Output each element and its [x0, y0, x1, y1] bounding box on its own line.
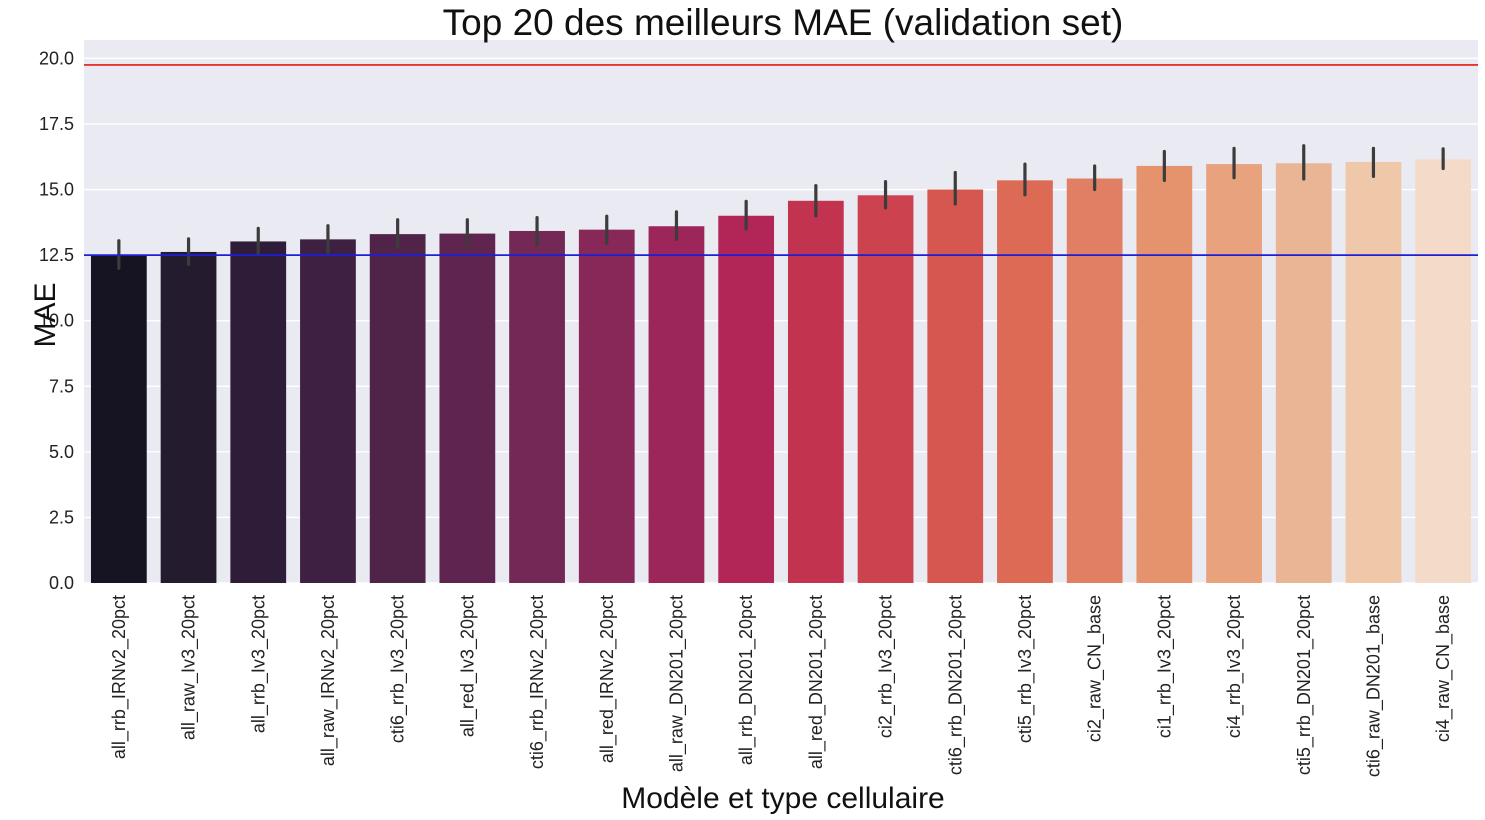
- x-tick-label: cti5_rrb_Iv3_20pct: [1015, 595, 1036, 743]
- y-tick-label: 5.0: [49, 442, 74, 462]
- bar: [578, 229, 635, 583]
- x-tick-label: all_rrb_IRNv2_20pct: [109, 595, 130, 759]
- y-tick-label: 20.0: [39, 48, 74, 68]
- bar: [927, 189, 984, 584]
- x-axis-label: Modèle et type cellulaire: [621, 782, 945, 815]
- bar: [90, 254, 147, 583]
- x-tick-label: ci4_rrb_Iv3_20pct: [1224, 595, 1245, 738]
- bar: [160, 251, 217, 584]
- bar: [648, 226, 705, 583]
- bars: [90, 159, 1472, 584]
- x-axis-ticks: all_rrb_IRNv2_20pct all_raw_Iv3_20pct all_…: [109, 595, 1454, 777]
- x-tick-label: ci1_rrb_Iv3_20pct: [1154, 595, 1175, 738]
- chart-title: Top 20 des meilleurs MAE (validation set…: [443, 2, 1124, 43]
- y-tick-label: 17.5: [39, 114, 74, 134]
- y-axis-label: MAE: [29, 282, 62, 347]
- x-tick-label: cti6_rrb_IRNv2_20pct: [527, 595, 548, 769]
- bar: [230, 241, 287, 583]
- x-tick-label: all_rrb_Iv3_20pct: [248, 595, 269, 733]
- y-tick-label: 12.5: [39, 245, 74, 265]
- reference-lines: [84, 64, 1478, 257]
- y-tick-label: 7.5: [49, 376, 74, 396]
- x-tick-label: cti5_rrb_DN201_20pct: [1294, 595, 1315, 775]
- bar: [1206, 164, 1262, 583]
- x-tick-label: all_red_DN201_20pct: [806, 595, 827, 769]
- x-tick-label: all_red_Iv3_20pct: [457, 595, 478, 737]
- bar: [718, 215, 775, 584]
- x-tick-label: ci2_raw_CN_base: [1085, 595, 1106, 742]
- x-tick-label: all_red_IRNv2_20pct: [597, 595, 618, 763]
- bar: [1066, 178, 1123, 584]
- bar: [369, 234, 426, 583]
- bar: [1275, 163, 1332, 583]
- bar: [509, 230, 565, 583]
- x-tick-label: ci4_raw_CN_base: [1433, 595, 1454, 742]
- y-tick-label: 0.0: [49, 573, 74, 593]
- y-tick-label: 2.5: [49, 507, 74, 527]
- bar: [1345, 161, 1402, 583]
- bar: [997, 180, 1053, 583]
- bar: [439, 233, 496, 583]
- x-tick-label: all_rrb_DN201_20pct: [736, 595, 757, 765]
- x-tick-label: ci2_rrb_Iv3_20pct: [876, 595, 897, 738]
- x-tick-label: all_raw_DN201_20pct: [666, 595, 687, 772]
- x-tick-label: all_raw_IRNv2_20pct: [318, 595, 339, 766]
- error-bars: [117, 144, 1445, 270]
- bar: [300, 239, 356, 584]
- x-tick-label: cti6_rrb_DN201_20pct: [945, 595, 966, 775]
- bar: [1415, 159, 1472, 583]
- plot-area: [84, 40, 1478, 583]
- x-tick-label: all_raw_Iv3_20pct: [179, 595, 200, 740]
- y-tick-label: 10.0: [39, 311, 74, 331]
- x-tick-label: cti6_rrb_Iv3_20pct: [388, 595, 409, 743]
- bar: [787, 200, 844, 583]
- y-axis-ticks: 0.0 2.5 5.0 7.5 10.0 12.5 15.0 17.5 20.0: [39, 48, 74, 593]
- bar: [857, 195, 914, 583]
- y-tick-label: 15.0: [39, 180, 74, 200]
- bar: [1136, 165, 1193, 584]
- x-tick-label: cti6_raw_DN201_base: [1363, 595, 1384, 777]
